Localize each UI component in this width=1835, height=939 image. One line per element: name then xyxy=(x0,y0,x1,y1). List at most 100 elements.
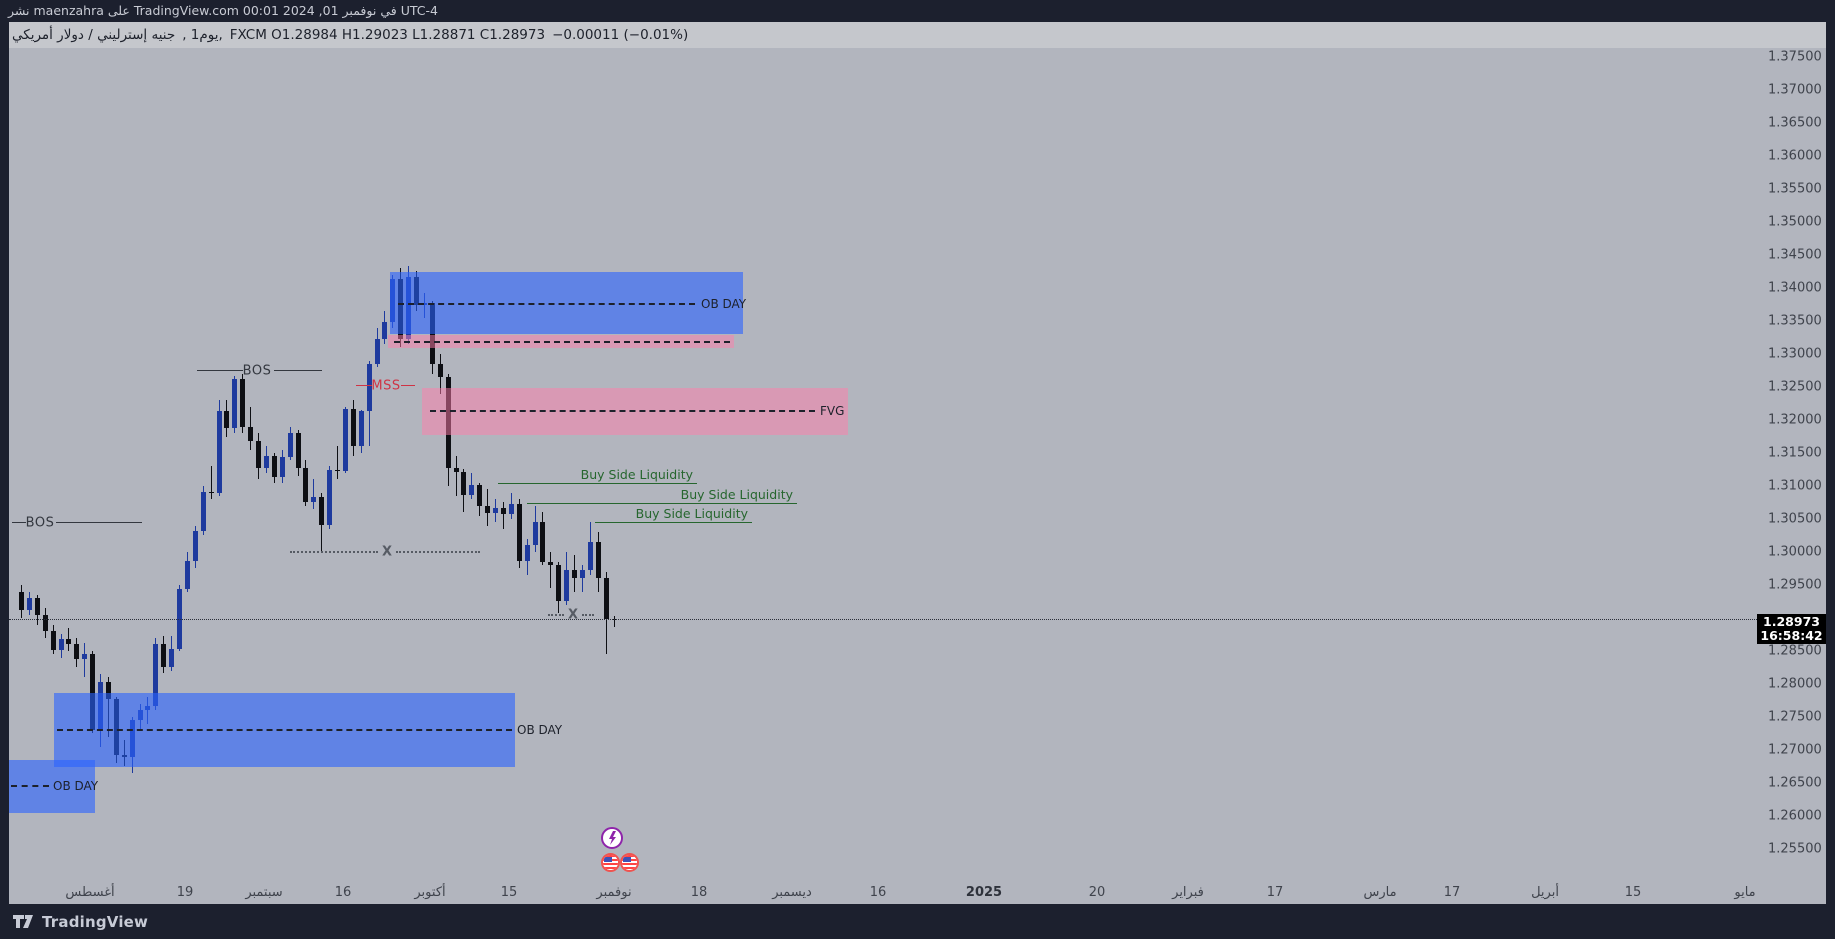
price-scale-label[interactable]: 1.35000 xyxy=(1768,214,1822,230)
price-scale-label[interactable]: 1.31000 xyxy=(1768,478,1822,494)
candle-body[interactable] xyxy=(216,411,222,493)
candle-body[interactable] xyxy=(603,578,609,619)
time-scale-label[interactable]: 17 xyxy=(1266,885,1284,900)
time-scale-label[interactable]: 15 xyxy=(1624,885,1642,900)
candle-body[interactable] xyxy=(279,457,285,477)
price-scale-label[interactable]: 1.26500 xyxy=(1768,775,1822,791)
price-scale-label[interactable]: 1.32500 xyxy=(1768,379,1822,395)
candle-body[interactable] xyxy=(256,441,261,468)
symbol-legend[interactable]: جنيه إسترليني / دولار أمريكي , 1يوم, FXC… xyxy=(12,26,688,44)
candle-body[interactable] xyxy=(232,379,238,428)
candle-body[interactable] xyxy=(508,504,514,514)
candle-body[interactable] xyxy=(248,427,254,441)
candle-body[interactable] xyxy=(161,644,167,667)
candle-body[interactable] xyxy=(374,339,380,364)
price-scale-label[interactable]: 1.31500 xyxy=(1768,445,1822,461)
candle-body[interactable] xyxy=(516,504,522,561)
candle-body[interactable] xyxy=(382,322,388,339)
time-scale-label[interactable]: 19 xyxy=(176,885,194,900)
candle-body[interactable] xyxy=(42,615,48,631)
us-flag-event-icon[interactable] xyxy=(601,853,620,872)
candle-body[interactable] xyxy=(319,497,325,525)
candle-body[interactable] xyxy=(485,506,491,513)
candle-body[interactable] xyxy=(153,644,159,706)
time-scale-label[interactable]: أكتوبر xyxy=(414,885,446,900)
price-scale-label[interactable]: 1.30000 xyxy=(1768,544,1822,560)
time-scale-label[interactable]: أبريل xyxy=(1531,885,1559,900)
tradingview-logo-text[interactable]: TradingView xyxy=(42,912,149,931)
candle-body[interactable] xyxy=(303,468,309,502)
candle-body[interactable] xyxy=(82,654,88,659)
candle-body[interactable] xyxy=(208,492,214,493)
candle-body[interactable] xyxy=(556,565,562,601)
candle-body[interactable] xyxy=(311,497,317,502)
price-scale-label[interactable]: 1.25500 xyxy=(1768,841,1822,857)
candle-body[interactable] xyxy=(58,639,64,650)
price-scale-label[interactable]: 1.30500 xyxy=(1768,511,1822,527)
price-scale-label[interactable]: 1.27000 xyxy=(1768,742,1822,758)
candle-body[interactable] xyxy=(342,409,348,471)
candle-body[interactable] xyxy=(532,522,538,545)
price-scale-label[interactable]: 1.37000 xyxy=(1768,82,1822,98)
candle-body[interactable] xyxy=(90,654,96,730)
candle-body[interactable] xyxy=(327,470,333,525)
candle-body[interactable] xyxy=(19,592,24,610)
candle-body[interactable] xyxy=(587,542,593,570)
price-scale-label[interactable]: 1.33500 xyxy=(1768,313,1822,329)
symbol-timeframe[interactable]: , 1يوم, xyxy=(182,27,223,43)
price-scale-label[interactable]: 1.33000 xyxy=(1768,346,1822,362)
time-scale-label[interactable]: 15 xyxy=(500,885,518,900)
time-scale-label[interactable]: 16 xyxy=(334,885,352,900)
candle-body[interactable] xyxy=(192,531,198,561)
time-scale-label[interactable]: مايو xyxy=(1734,885,1756,900)
candle-body[interactable] xyxy=(240,379,246,427)
us-flag-event-icon[interactable] xyxy=(620,853,639,872)
candle-body[interactable] xyxy=(271,456,277,477)
liquidity-line[interactable] xyxy=(527,503,797,504)
price-scale-label[interactable]: 1.34000 xyxy=(1768,280,1822,296)
candle-body[interactable] xyxy=(66,639,72,644)
price-scale-label[interactable]: 1.27500 xyxy=(1768,709,1822,725)
liquidity-line[interactable] xyxy=(595,522,752,523)
time-scale-label[interactable]: 20 xyxy=(1088,885,1106,900)
candle-body[interactable] xyxy=(548,562,554,565)
price-scale-label[interactable]: 1.36500 xyxy=(1768,115,1822,131)
candle-body[interactable] xyxy=(572,570,577,578)
candle-body[interactable] xyxy=(295,433,301,468)
price-scale-label[interactable]: 1.29500 xyxy=(1768,577,1822,593)
candle-body[interactable] xyxy=(469,485,475,495)
candle-body[interactable] xyxy=(493,508,498,513)
candle-body[interactable] xyxy=(335,470,340,471)
candle-body[interactable] xyxy=(287,433,293,457)
candle-body[interactable] xyxy=(26,598,32,610)
price-scale-label[interactable]: 1.32000 xyxy=(1768,412,1822,428)
time-scale-label[interactable]: 16 xyxy=(869,885,887,900)
time-scale-label[interactable]: فبراير xyxy=(1172,885,1204,900)
tradingview-logo-icon[interactable] xyxy=(12,913,34,930)
candle-body[interactable] xyxy=(169,649,175,667)
time-scale-label[interactable]: نوفمبر xyxy=(596,885,632,900)
economic-event-lightning-icon[interactable] xyxy=(601,827,623,849)
candle-body[interactable] xyxy=(453,468,459,472)
symbol-name[interactable]: جنيه إسترليني / دولار أمريكي xyxy=(12,27,176,43)
candle-body[interactable] xyxy=(224,411,230,428)
liquidity-line[interactable] xyxy=(498,483,697,484)
candle-body[interactable] xyxy=(540,522,546,562)
candle-body[interactable] xyxy=(350,409,356,446)
time-scale-label[interactable]: 2025 xyxy=(965,885,1003,900)
time-scale-label[interactable]: 17 xyxy=(1443,885,1461,900)
candle-body[interactable] xyxy=(200,492,206,531)
candle-body[interactable] xyxy=(50,631,56,650)
price-scale-label[interactable]: 1.35500 xyxy=(1768,181,1822,197)
price-scale-label[interactable]: 1.34500 xyxy=(1768,247,1822,263)
candle-body[interactable] xyxy=(34,598,40,615)
candle-body[interactable] xyxy=(564,570,570,601)
candle-body[interactable] xyxy=(263,456,269,468)
candle-body[interactable] xyxy=(184,561,190,589)
candle-body[interactable] xyxy=(595,542,601,578)
candle-body[interactable] xyxy=(500,508,506,514)
candle-body[interactable] xyxy=(105,682,111,699)
candle-body[interactable] xyxy=(366,364,372,411)
candle-body[interactable] xyxy=(437,364,443,377)
